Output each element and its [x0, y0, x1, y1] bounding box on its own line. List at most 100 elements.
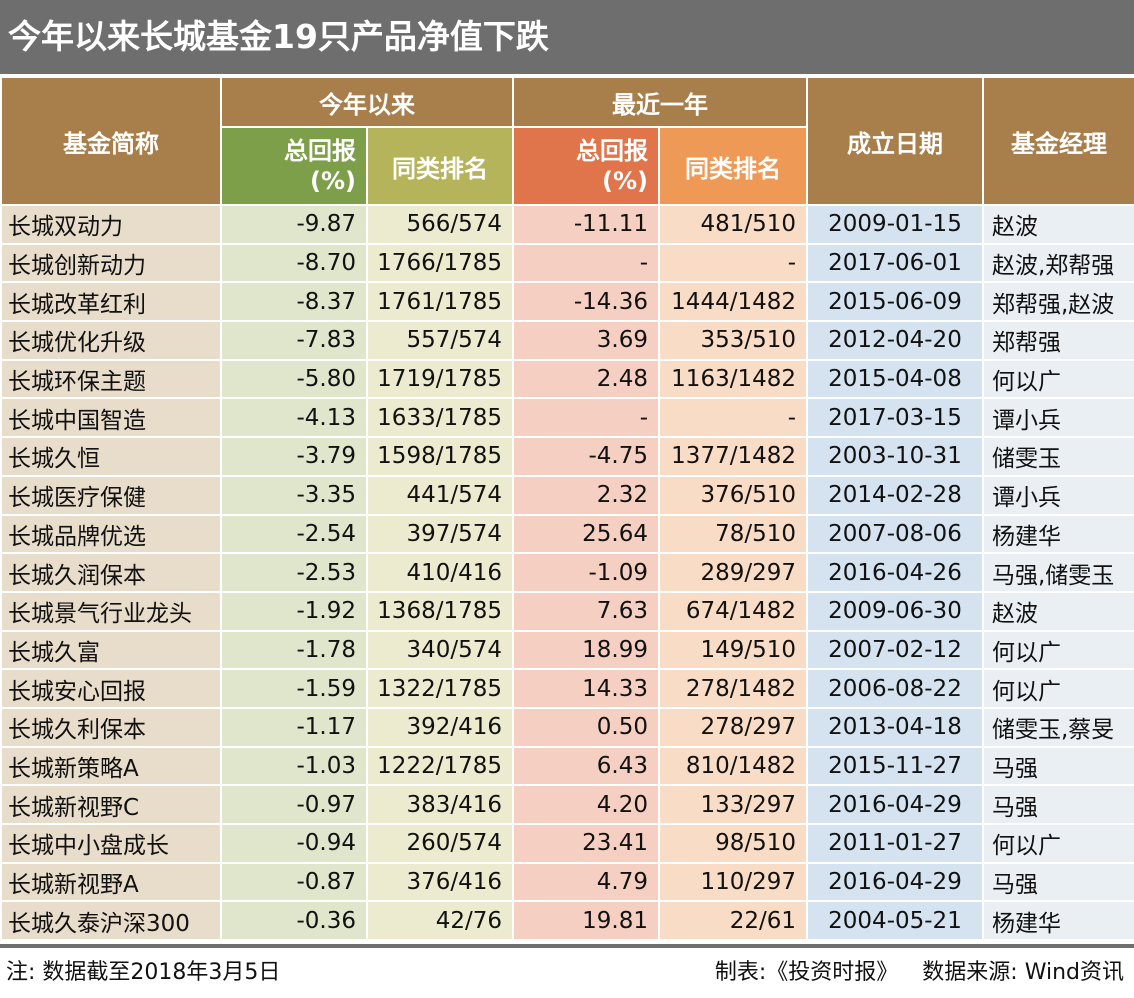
manager-cell: 杨建华: [982, 513, 1134, 555]
ytd-rank-cell: 1368/1785: [366, 590, 514, 632]
yr-rank-cell: 376/510: [658, 474, 808, 516]
fund-name-cell: 长城景气行业龙头: [0, 590, 222, 632]
established-date-cell: 2013-04-18: [806, 706, 984, 748]
ytd-return-cell: -7.83: [220, 320, 368, 361]
header-yr-rank: 同类排名: [658, 126, 808, 206]
table-row: 长城医疗保健 -3.35 441/574 2.32 376/510 2014-02-28 谭…: [0, 474, 1134, 516]
header-manager: 基金经理: [982, 76, 1134, 206]
manager-cell: 何以广: [982, 358, 1134, 400]
manager-cell: 赵波: [982, 204, 1134, 245]
manager-cell: 郑帮强: [982, 320, 1134, 361]
header-last-year: 最近一年: [512, 76, 808, 128]
header-total-return-unit: (%): [602, 167, 648, 195]
table-row: 长城中小盘成长 -0.94 260/574 23.41 98/510 2011-01-27…: [0, 823, 1134, 864]
table-row: 长城改革红利 -8.37 1761/1785 -14.36 1444/1482 2015-…: [0, 281, 1134, 323]
ytd-rank-cell: 42/76: [366, 900, 514, 942]
manager-cell: 马强: [982, 784, 1134, 825]
ytd-return-cell: -0.36: [220, 900, 368, 942]
ytd-return-cell: -5.80: [220, 358, 368, 400]
footer-note: 注: 数据截至2018年3月5日: [6, 960, 281, 985]
header-fund-name: 基金简称: [0, 76, 222, 206]
fund-name-cell: 长城品牌优选: [0, 513, 222, 555]
yr-rank-cell: 98/510: [658, 823, 808, 864]
header-total-return-label: 总回报: [284, 137, 356, 165]
ytd-return-cell: -1.17: [220, 706, 368, 748]
yr-return-cell: 0.50: [512, 706, 660, 748]
yr-rank-cell: 1377/1482: [658, 436, 808, 477]
established-date-cell: 2015-11-27: [806, 745, 984, 787]
fund-name-cell: 长城久恒: [0, 436, 222, 477]
fund-table: 基金简称 今年以来 最近一年 成立日期 基金经理 总回报 (%) 同类排名 总回…: [0, 76, 1134, 942]
yr-rank-cell: 278/297: [658, 706, 808, 748]
ytd-return-cell: -1.03: [220, 745, 368, 787]
yr-rank-cell: -: [658, 397, 808, 439]
yr-return-cell: -11.11: [512, 204, 660, 245]
manager-cell: 谭小兵: [982, 474, 1134, 516]
fund-name-cell: 长城中小盘成长: [0, 823, 222, 864]
table-row: 长城新策略A -1.03 1222/1785 6.43 810/1482 2015-11-…: [0, 745, 1134, 787]
yr-rank-cell: -: [658, 242, 808, 284]
established-date-cell: 2016-04-29: [806, 784, 984, 825]
manager-cell: 马强: [982, 745, 1134, 787]
manager-cell: 赵波: [982, 590, 1134, 632]
fund-name-cell: 长城新视野A: [0, 861, 222, 903]
ytd-return-cell: -1.59: [220, 668, 368, 709]
fund-name-cell: 长城久润保本: [0, 552, 222, 593]
table-row: 长城环保主题 -5.80 1719/1785 2.48 1163/1482 2015-04…: [0, 358, 1134, 400]
manager-cell: 何以广: [982, 823, 1134, 864]
yr-return-cell: 14.33: [512, 668, 660, 709]
footer-credits: 制表:《投资时报》 数据来源: Wind资讯: [715, 948, 1124, 998]
table-row: 长城新视野A -0.87 376/416 4.79 110/297 2016-04-29 马…: [0, 861, 1134, 903]
established-date-cell: 2015-06-09: [806, 281, 984, 323]
fund-name-cell: 长城改革红利: [0, 281, 222, 323]
ytd-return-cell: -1.78: [220, 629, 368, 671]
yr-rank-cell: 110/297: [658, 861, 808, 903]
manager-cell: 何以广: [982, 668, 1134, 709]
table-row: 长城久富 -1.78 340/574 18.99 149/510 2007-02-12 何以…: [0, 629, 1134, 671]
yr-return-cell: 7.63: [512, 590, 660, 632]
ytd-rank-cell: 376/416: [366, 861, 514, 903]
ytd-return-cell: -0.97: [220, 784, 368, 825]
fund-name-cell: 长城创新动力: [0, 242, 222, 284]
fund-name-cell: 长城久利保本: [0, 706, 222, 748]
established-date-cell: 2016-04-26: [806, 552, 984, 593]
header-established: 成立日期: [806, 76, 984, 206]
ytd-rank-cell: 1766/1785: [366, 242, 514, 284]
yr-return-cell: -1.09: [512, 552, 660, 593]
established-date-cell: 2017-03-15: [806, 397, 984, 439]
ytd-rank-cell: 392/416: [366, 706, 514, 748]
ytd-return-cell: -3.79: [220, 436, 368, 477]
yr-return-cell: 4.79: [512, 861, 660, 903]
established-date-cell: 2011-01-27: [806, 823, 984, 864]
yr-return-cell: 23.41: [512, 823, 660, 864]
yr-return-cell: -: [512, 397, 660, 439]
table-body: 长城双动力 -9.87 566/574 -11.11 481/510 2009-01-15…: [0, 204, 1134, 942]
table-row: 长城久泰沪深300 -0.36 42/76 19.81 22/61 2004-05-21 杨…: [0, 900, 1134, 942]
established-date-cell: 2009-06-30: [806, 590, 984, 632]
yr-return-cell: 6.43: [512, 745, 660, 787]
established-date-cell: 2003-10-31: [806, 436, 984, 477]
ytd-return-cell: -8.37: [220, 281, 368, 323]
yr-return-cell: 18.99: [512, 629, 660, 671]
table-row: 长城久利保本 -1.17 392/416 0.50 278/297 2013-04-18 储…: [0, 706, 1134, 748]
yr-return-cell: 19.81: [512, 900, 660, 942]
yr-rank-cell: 78/510: [658, 513, 808, 555]
yr-rank-cell: 289/297: [658, 552, 808, 593]
fund-name-cell: 长城安心回报: [0, 668, 222, 709]
fund-name-cell: 长城久富: [0, 629, 222, 671]
established-date-cell: 2014-02-28: [806, 474, 984, 516]
table-row: 长城新视野C -0.97 383/416 4.20 133/297 2016-04-29 马…: [0, 784, 1134, 825]
table-row: 长城品牌优选 -2.54 397/574 25.64 78/510 2007-08-06 杨…: [0, 513, 1134, 555]
yr-rank-cell: 278/1482: [658, 668, 808, 709]
fund-name-cell: 长城新视野C: [0, 784, 222, 825]
header-total-return-unit: (%): [310, 167, 356, 195]
header-ytd-rank: 同类排名: [366, 126, 514, 206]
established-date-cell: 2017-06-01: [806, 242, 984, 284]
ytd-rank-cell: 1719/1785: [366, 358, 514, 400]
ytd-rank-cell: 1633/1785: [366, 397, 514, 439]
ytd-rank-cell: 397/574: [366, 513, 514, 555]
ytd-return-cell: -2.54: [220, 513, 368, 555]
ytd-rank-cell: 383/416: [366, 784, 514, 825]
table-row: 长城安心回报 -1.59 1322/1785 14.33 278/1482 2006-08…: [0, 668, 1134, 709]
ytd-rank-cell: 410/416: [366, 552, 514, 593]
